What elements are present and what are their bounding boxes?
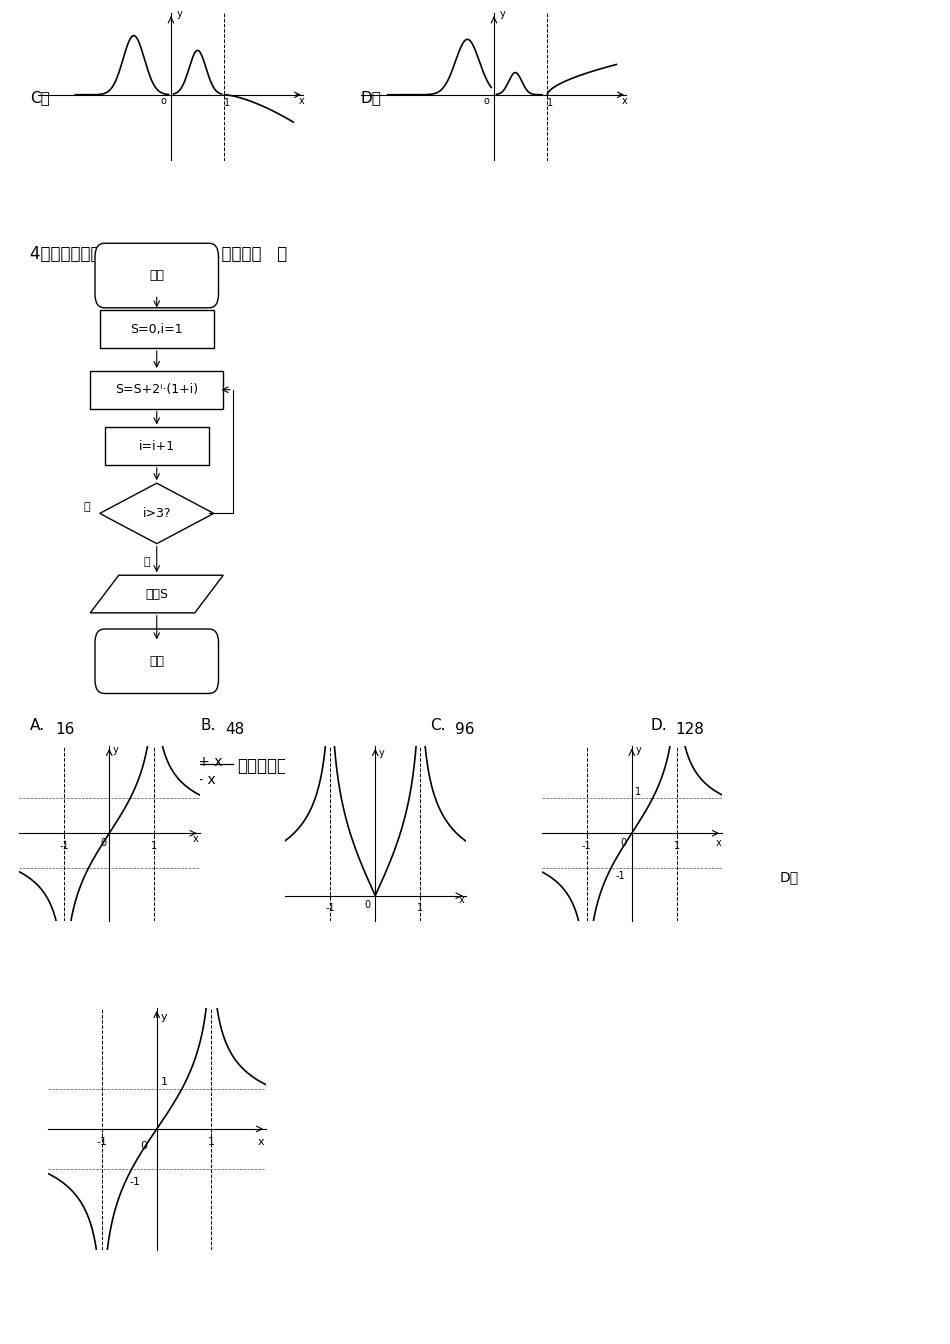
Text: B．: B． — [295, 870, 313, 884]
Text: y: y — [379, 747, 385, 758]
Text: -1: -1 — [616, 871, 626, 880]
Polygon shape — [100, 484, 214, 543]
Text: 0: 0 — [141, 1141, 147, 1150]
Text: 1 - x: 1 - x — [185, 773, 216, 788]
FancyBboxPatch shape — [104, 427, 209, 465]
Text: B.: B. — [200, 718, 216, 732]
Text: 0: 0 — [364, 900, 370, 910]
Text: 1: 1 — [547, 98, 553, 108]
Text: 0: 0 — [101, 837, 106, 848]
Text: x: x — [459, 895, 465, 905]
Text: A.: A. — [30, 718, 45, 732]
Text: 48: 48 — [225, 722, 244, 737]
Text: o: o — [484, 95, 489, 106]
Text: x: x — [257, 1137, 264, 1146]
Text: 16: 16 — [55, 722, 74, 737]
Text: D.: D. — [650, 718, 667, 732]
Text: y: y — [177, 9, 182, 19]
Text: 1 + x: 1 + x — [185, 755, 222, 769]
Text: y: y — [500, 9, 505, 19]
Text: 4．执行如图所示的程序框图，则输出 S 的值为（   ）: 4．执行如图所示的程序框图，则输出 S 的值为（ ） — [30, 245, 287, 263]
Text: 结束: 结束 — [149, 655, 164, 668]
Text: 1: 1 — [162, 1077, 168, 1086]
Polygon shape — [90, 575, 223, 613]
Text: S=S+2ⁱ·(1+i): S=S+2ⁱ·(1+i) — [115, 383, 199, 396]
Text: 输出S: 输出S — [145, 587, 168, 601]
Text: 0: 0 — [620, 837, 627, 848]
Text: x: x — [193, 835, 199, 844]
Text: 96: 96 — [455, 722, 474, 737]
Text: o: o — [161, 95, 166, 106]
Text: x: x — [715, 837, 721, 848]
Text: 5．函数 f(x) = ln: 5．函数 f(x) = ln — [30, 757, 143, 775]
Text: D．: D． — [360, 90, 381, 105]
Text: C．: C． — [560, 870, 579, 884]
Text: x: x — [621, 95, 627, 106]
Text: A．: A． — [30, 870, 48, 884]
Text: 128: 128 — [675, 722, 704, 737]
Text: y: y — [113, 745, 119, 755]
FancyBboxPatch shape — [95, 629, 218, 694]
Text: y: y — [162, 1012, 168, 1021]
FancyBboxPatch shape — [90, 371, 223, 409]
Text: 的图象大致为: 的图象大致为 — [237, 757, 297, 775]
FancyBboxPatch shape — [95, 243, 218, 308]
Text: 1: 1 — [636, 786, 641, 797]
Text: -1: -1 — [129, 1177, 141, 1187]
Text: 否: 否 — [84, 501, 90, 512]
Text: i=i+1: i=i+1 — [139, 439, 175, 453]
Text: 1: 1 — [224, 98, 230, 108]
Text: C．: C． — [30, 90, 49, 105]
FancyBboxPatch shape — [100, 310, 214, 348]
Text: S=0,i=1: S=0,i=1 — [130, 323, 183, 336]
Text: 开始: 开始 — [149, 269, 164, 282]
Text: y: y — [636, 745, 641, 755]
Text: 是: 是 — [144, 556, 150, 567]
Text: D．: D． — [780, 870, 799, 884]
Text: x: x — [298, 95, 304, 106]
Text: i>3?: i>3? — [142, 507, 171, 520]
Text: C.: C. — [430, 718, 446, 732]
